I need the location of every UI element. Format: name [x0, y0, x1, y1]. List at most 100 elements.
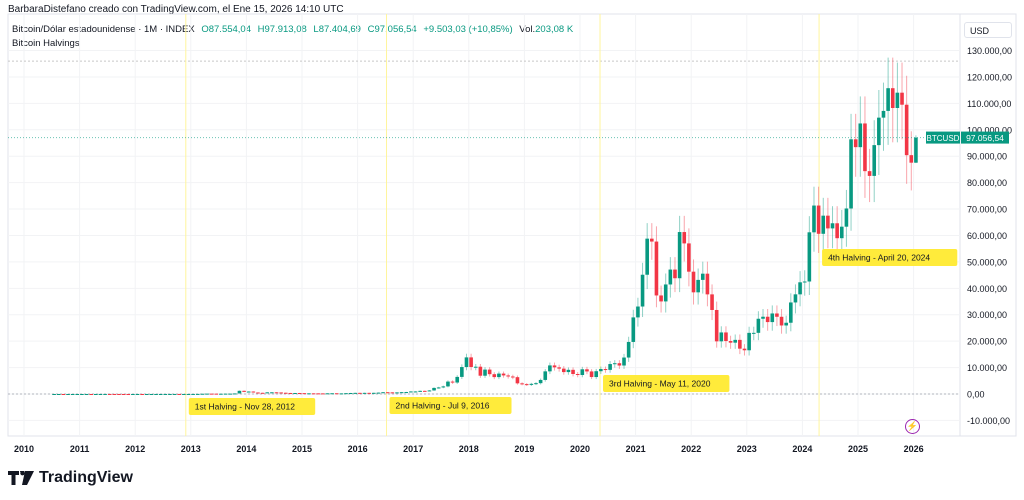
lightning-icon[interactable]: ⚡ — [905, 419, 920, 434]
candle — [256, 392, 260, 394]
candle-body — [237, 390, 242, 394]
candle — [112, 393, 117, 395]
candle-body — [182, 393, 186, 395]
candle-body — [710, 294, 714, 310]
y-tick-label: 130.000,00 — [967, 46, 1012, 56]
candle-body — [529, 383, 534, 385]
candle — [483, 367, 487, 378]
candle-body — [376, 392, 381, 394]
candle — [687, 228, 691, 287]
candle — [603, 366, 608, 373]
candle — [135, 393, 140, 395]
candle — [348, 392, 353, 395]
candle — [524, 383, 529, 386]
candle — [427, 390, 432, 392]
y-tick-label: 20.000,00 — [967, 337, 1007, 347]
candle-body — [487, 369, 492, 375]
candle-body — [511, 376, 515, 378]
candle-body — [858, 123, 863, 148]
candle — [881, 82, 886, 151]
candle-body — [571, 369, 575, 375]
candle-body — [154, 393, 158, 395]
candle-body — [478, 366, 483, 376]
candle — [209, 393, 214, 395]
halving-label-box — [188, 398, 316, 415]
candle — [390, 392, 395, 394]
x-tick-label: 2021 — [626, 444, 646, 454]
candle-body — [367, 392, 371, 394]
candle — [168, 393, 172, 395]
candle-body — [103, 393, 107, 395]
currency-button[interactable]: USD — [964, 22, 1012, 38]
candle — [372, 392, 376, 394]
candle-body — [603, 369, 608, 371]
candle-body — [747, 332, 751, 351]
candle — [228, 393, 232, 395]
candle-body — [742, 348, 747, 351]
candle-body — [436, 387, 441, 389]
candle — [367, 392, 371, 394]
candle-body — [566, 369, 571, 373]
candle-body — [334, 393, 339, 395]
candle-body — [789, 302, 793, 323]
candle-body — [673, 269, 677, 279]
candle — [835, 206, 839, 257]
candle-body — [663, 284, 668, 302]
candle-body — [719, 332, 724, 342]
candle-body — [849, 139, 853, 209]
candle-body — [89, 393, 93, 395]
candle-body — [158, 393, 163, 395]
x-tick-label: 2018 — [459, 444, 479, 454]
symbol-legend: Bitcoin/Dólar estadounidense · 1M · INDE… — [12, 24, 577, 35]
candle-body — [691, 271, 696, 293]
indicator-name[interactable]: Bitcoin Halvings — [12, 38, 80, 49]
candle-body — [890, 88, 895, 109]
candle — [344, 393, 348, 395]
candle — [765, 308, 770, 331]
price-tag-value: 97.056,54 — [966, 133, 1004, 143]
candle — [506, 373, 510, 379]
candle — [580, 366, 585, 378]
candle-body — [534, 383, 538, 385]
candle — [798, 271, 802, 307]
candle-body — [404, 392, 409, 394]
candle-body — [765, 316, 770, 323]
candle-body — [844, 208, 849, 227]
candle-body — [839, 226, 844, 239]
candle-body — [575, 374, 580, 376]
candle-body — [700, 273, 705, 280]
candle-body — [483, 369, 487, 376]
candle — [260, 392, 265, 394]
candle — [182, 393, 186, 395]
candle — [121, 393, 126, 395]
candle-body — [399, 392, 404, 394]
halving-label-text: 1st Halving - Nov 28, 2012 — [195, 402, 295, 412]
symbol-name[interactable]: Bitcoin/Dólar estadounidense · 1M · INDE… — [12, 24, 195, 35]
candle — [385, 392, 390, 394]
candle — [432, 387, 436, 391]
candle-body — [696, 279, 700, 293]
x-tick-label: 2016 — [348, 444, 368, 454]
candle — [501, 371, 506, 378]
candle-body — [473, 366, 478, 368]
candle — [612, 360, 617, 368]
candle-body — [520, 383, 524, 385]
candle — [80, 393, 84, 395]
candle-body — [140, 393, 144, 395]
candle-body — [316, 393, 321, 395]
candle — [659, 285, 663, 313]
candle — [511, 374, 515, 380]
candle — [94, 393, 98, 395]
x-tick-label: 2025 — [848, 444, 868, 454]
candle — [492, 372, 497, 380]
candle — [265, 392, 270, 394]
candle — [487, 367, 492, 377]
candle-body — [172, 393, 177, 395]
candle — [117, 393, 121, 395]
candle — [293, 392, 297, 395]
candle — [802, 270, 807, 296]
candle-body — [362, 392, 367, 394]
candle — [890, 57, 895, 143]
candle-body — [381, 392, 385, 394]
